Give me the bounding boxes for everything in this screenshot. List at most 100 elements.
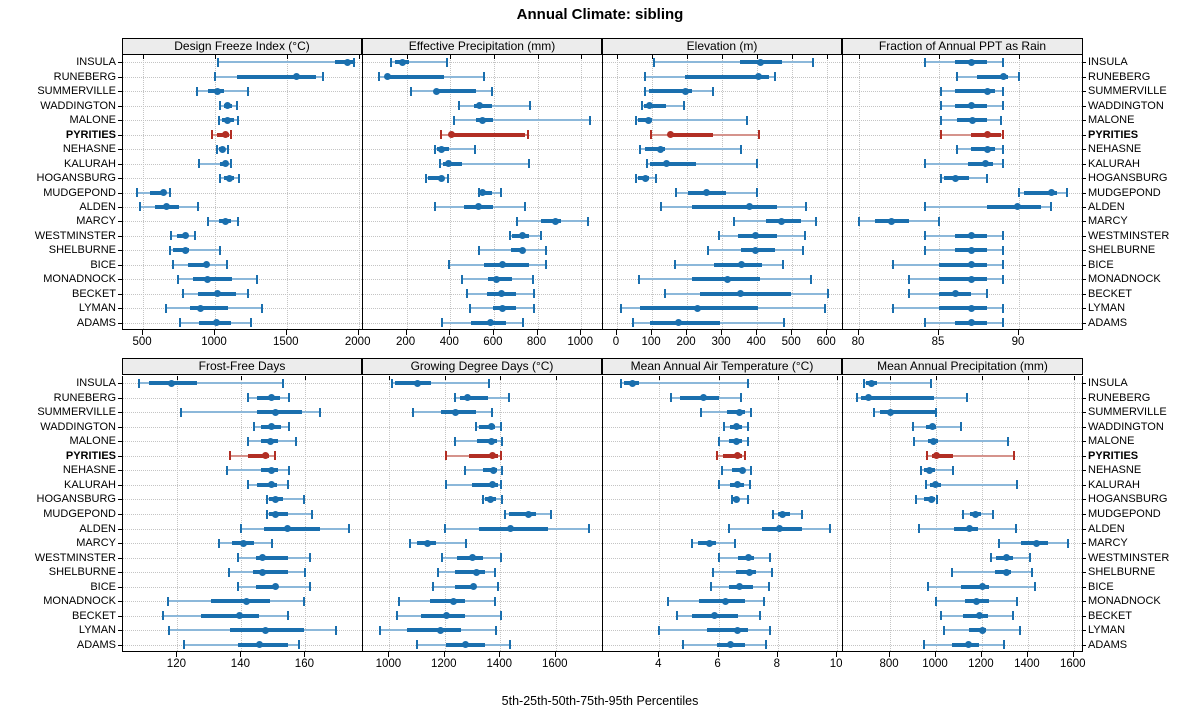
grid-line-horizontal [123,250,362,252]
station-label-right: LYMAN [1088,624,1126,637]
whisker-cap-high [750,465,753,475]
station-label-right: ADAMS [1088,316,1128,329]
whisker-cap-high [226,260,229,270]
station-label-left: MARCY [76,215,116,228]
y-axis-tick-left [118,383,122,385]
median-dot [1047,189,1055,196]
whisker-cap-low [408,538,411,548]
median-dot [498,304,506,312]
x-axis-tick [651,330,653,335]
station-label-right: LYMAN [1088,302,1126,315]
x-axis-tick [1072,652,1074,657]
x-axis-tick [285,330,287,335]
x-axis-tick-label: 1000 [567,336,593,348]
whisker-cap-high [747,494,750,504]
axis-tick-top [406,55,408,59]
y-axis-tick-right [1082,615,1086,617]
whisker-cap-high [1066,538,1069,548]
y-axis-tick-right [1082,308,1086,310]
whisker-cap-high [810,274,813,284]
grid-line-horizontal [603,91,842,93]
whisker-cap-low [477,245,480,255]
whisker-cap-high [446,173,449,183]
whisker-cap-high [804,202,807,212]
station-label-left: BECKET [71,609,116,622]
whisker-cap-low [891,303,894,313]
panel-title: Effective Precipitation (mm) [408,39,556,53]
whisker-cap-high [334,625,337,635]
whisker-cap-high [464,538,467,548]
axis-tick-top [555,376,557,380]
x-axis-tick-label: 1000 [922,658,948,670]
whisker-cap-high [712,86,715,96]
y-axis-tick-left [118,484,122,486]
median-dot [474,203,482,211]
panel-header: Design Freeze Index (°C) [122,38,362,55]
whisker-line [170,249,220,252]
whisker-cap-high [769,625,772,635]
station-label-left: WADDINGTON [40,99,116,112]
x-axis-tick-label: 120 [166,658,186,670]
whisker-cap-low [923,159,926,169]
whisker-cap-high [309,553,312,563]
median-dot [162,203,170,211]
station-label-left: SUMMERVILLE [37,406,116,419]
whisker-cap-low [674,188,677,197]
iqr-bar [247,453,269,458]
y-axis-tick-left [118,470,122,472]
whisker-line [391,61,447,64]
median-dot [734,452,742,460]
station-label-right: MUDGEPOND [1088,508,1161,520]
whisker-cap-high [1006,436,1009,446]
station-label-right: MARCY [1088,537,1128,550]
y-axis-tick-right [1082,412,1086,414]
panel-body [362,55,602,330]
y-axis-tick-right [1082,441,1086,443]
iqr-bar [541,219,561,224]
y-axis-tick-left [118,120,122,122]
axis-tick-top [652,55,654,59]
panel-title: Mean Annual Precipitation (mm) [877,359,1048,373]
x-axis-tick [1018,330,1019,335]
whisker-cap-low [463,465,466,475]
station-label-right: HOGANSBURG [1088,172,1168,185]
station-label-right: WADDINGTON [1088,420,1164,433]
whisker-cap-high [748,480,751,490]
whisker-cap-high [499,480,502,490]
whisker-cap-low [445,480,448,490]
whisker-cap-low [229,451,232,461]
median-dot [965,641,973,649]
iqr-bar [201,613,259,618]
median-dot [722,597,730,605]
x-axis-tick [889,652,891,657]
whisker-cap-low [218,115,221,125]
station-label-left: MUDGEPOND [43,508,116,520]
whisker-cap-low [718,231,721,241]
whisker-line [139,382,283,385]
grid-line-horizontal [363,543,602,545]
station-label-right: INSULA [1088,56,1128,69]
x-axis-tick-label: 2000 [344,336,371,348]
whisker-cap-high [733,538,736,548]
grid-line-horizontal [123,426,362,428]
grid-line-vertical [939,55,940,329]
axis-tick-top [792,55,794,59]
grid-line-horizontal [603,514,842,515]
median-dot [674,319,682,327]
station-label-right: WESTMINSTER [1088,551,1170,564]
median-dot [999,73,1007,81]
station-label-right: MALONE [1088,435,1135,448]
iqr-bar [700,291,791,296]
grid-line-horizontal [123,105,362,107]
station-label-left: ALDEN [79,200,116,213]
median-dot [261,452,269,460]
x-axis-tick-label: 400 [439,336,459,348]
whisker-cap-low [674,260,677,270]
grid-line-vertical [792,55,794,329]
x-axis-tick-label: 1000 [201,336,227,348]
grid-line-vertical [659,376,661,651]
whisker-cap-high [309,582,312,592]
y-axis-tick-right [1082,543,1086,545]
whisker-cap-low [412,407,415,417]
whisker-line [454,119,591,122]
